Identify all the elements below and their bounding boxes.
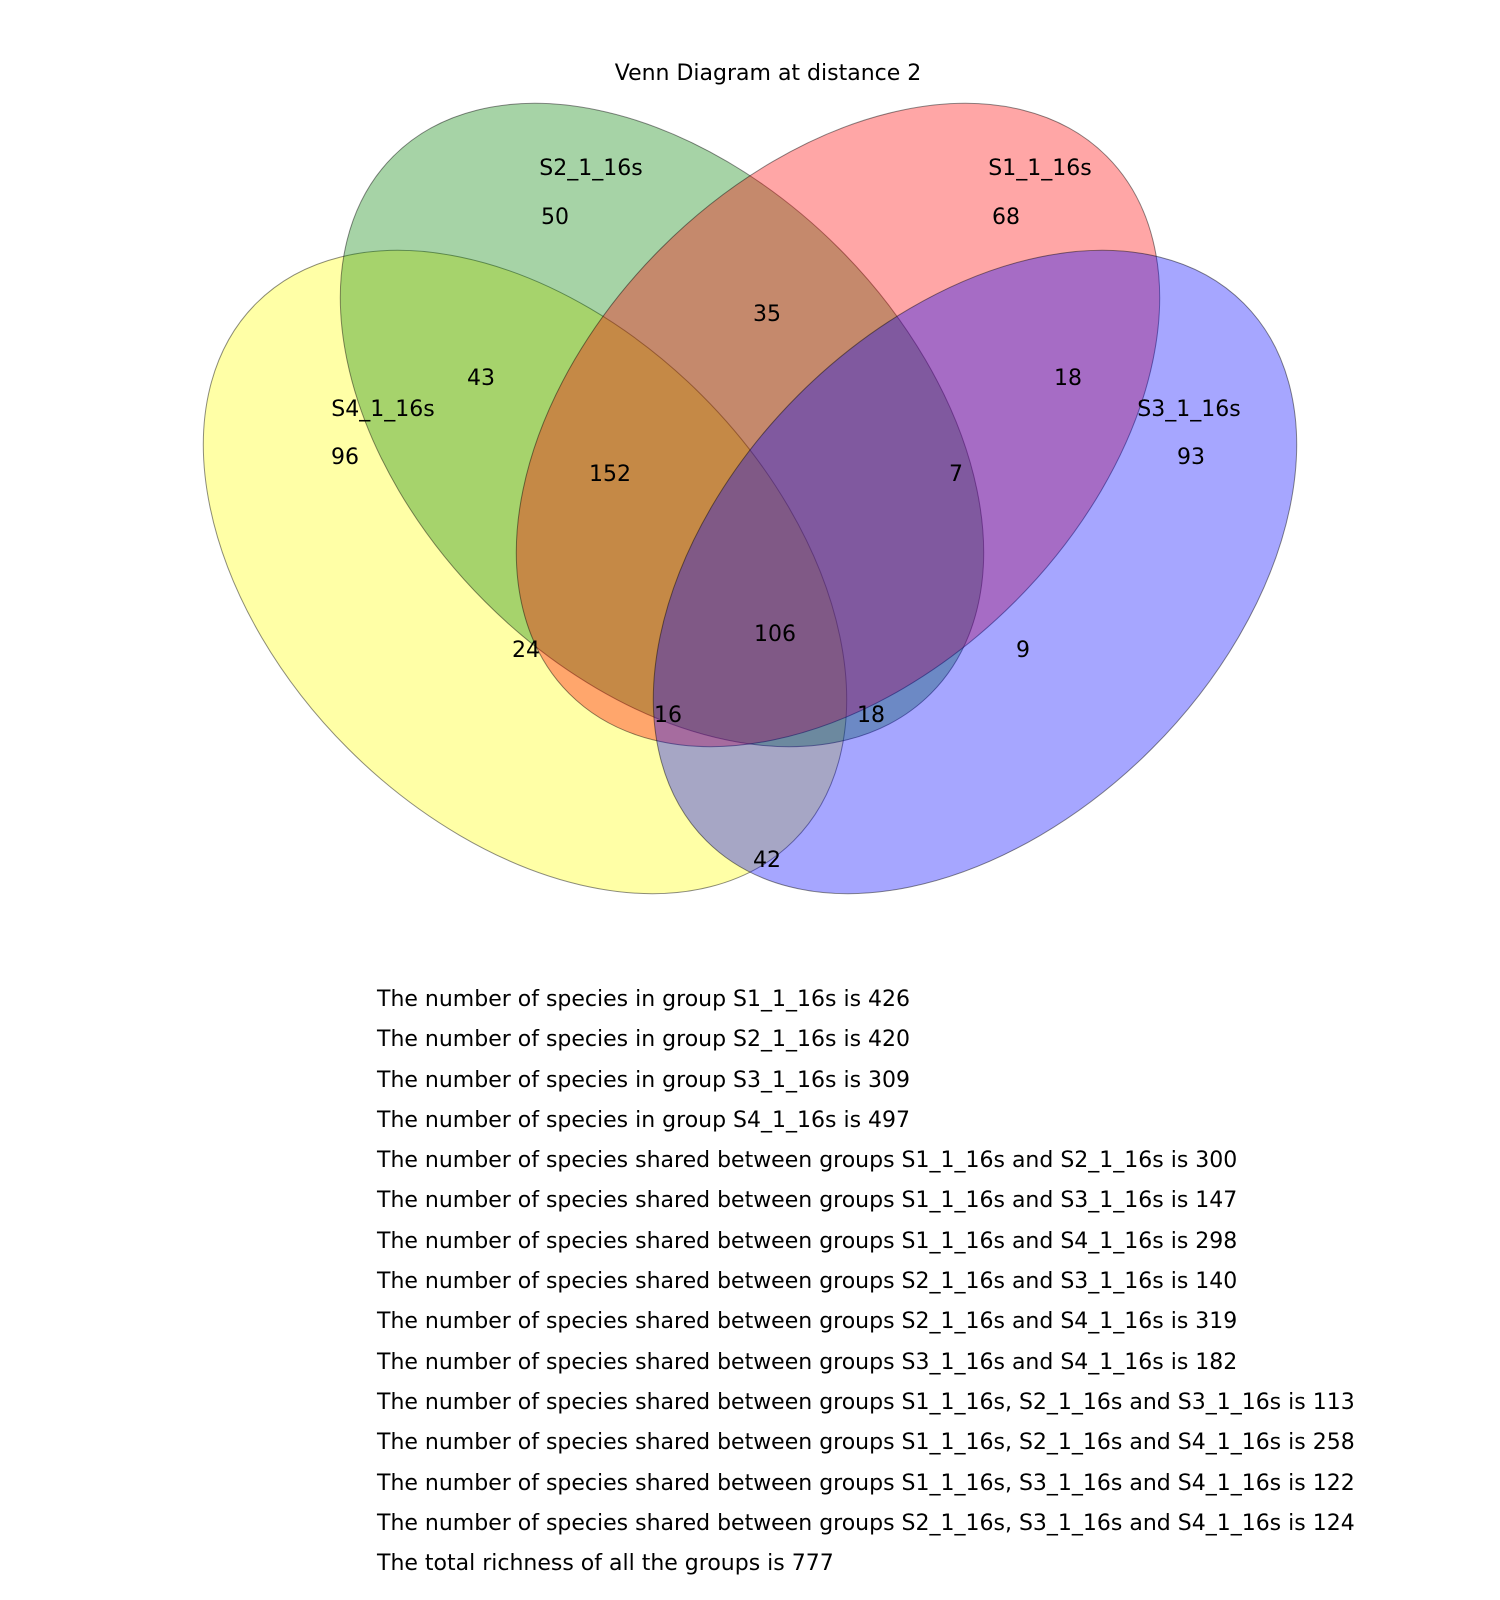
region-count-s2-s4: 43: [467, 366, 495, 391]
region-count-s1-s2-s3: 7: [949, 462, 963, 487]
region-count-s1-s2: 35: [753, 302, 781, 327]
summary-line: The number of species shared between gro…: [377, 1470, 1355, 1496]
summary-line: The number of species in group S4_1_16s …: [377, 1107, 911, 1133]
region-count-all: 106: [754, 622, 796, 647]
region-count-s2-s3: 9: [1016, 638, 1030, 663]
summary-line: The number of species shared between gro…: [377, 1269, 1238, 1295]
ellipse-s3: [652, 249, 1298, 895]
summary-line: The number of species shared between gro…: [377, 1309, 1238, 1335]
venn-diagram: Venn Diagram at distance 2 S1_1_16s S2_1…: [202, 61, 1298, 895]
region-count-only-s2: 50: [541, 205, 569, 230]
set-label-s1: S1_1_16s: [988, 156, 1091, 181]
summary-line: The number of species shared between gro…: [377, 1510, 1355, 1536]
ellipse-s1: [515, 102, 1161, 748]
summary-line: The number of species shared between gro…: [377, 1430, 1355, 1456]
set-label-s2: S2_1_16s: [539, 156, 642, 181]
summary-list: The number of species in group S1_1_16s …: [377, 980, 1355, 1584]
region-count-only-s3: 93: [1177, 445, 1205, 470]
ellipse-s4: [202, 249, 848, 895]
summary-line: The number of species shared between gro…: [377, 1389, 1355, 1415]
set-label-s3: S3_1_16s: [1137, 397, 1240, 422]
set-label-s4: S4_1_16s: [331, 397, 434, 422]
summary-line: The number of species shared between gro…: [377, 1148, 1238, 1174]
region-count-s3-s4: 42: [753, 848, 781, 873]
summary-line: The number of species shared between gro…: [377, 1349, 1238, 1375]
summary-line: The number of species in group S2_1_16s …: [377, 1027, 911, 1053]
region-count-s2-s3-s4: 18: [857, 703, 885, 728]
summary-line: The number of species in group S1_1_16s …: [377, 987, 911, 1012]
summary-line: The total richness of all the groups is …: [377, 1551, 834, 1577]
summary-line: The number of species in group S3_1_16s …: [377, 1067, 911, 1093]
region-count-s1-s4: 24: [512, 638, 540, 663]
summary-line: The number of species shared between gro…: [377, 1188, 1238, 1214]
summary-line: The number of species shared between gro…: [377, 1228, 1238, 1254]
ellipse-s2: [339, 102, 985, 748]
region-count-s1-s2-s4: 152: [589, 462, 631, 487]
region-count-only-s1: 68: [992, 205, 1020, 230]
region-count-only-s4: 96: [331, 445, 359, 470]
region-count-s1-s3-s4: 16: [654, 703, 682, 728]
region-count-s1-s3: 18: [1054, 366, 1082, 391]
diagram-title: Venn Diagram at distance 2: [615, 61, 922, 86]
